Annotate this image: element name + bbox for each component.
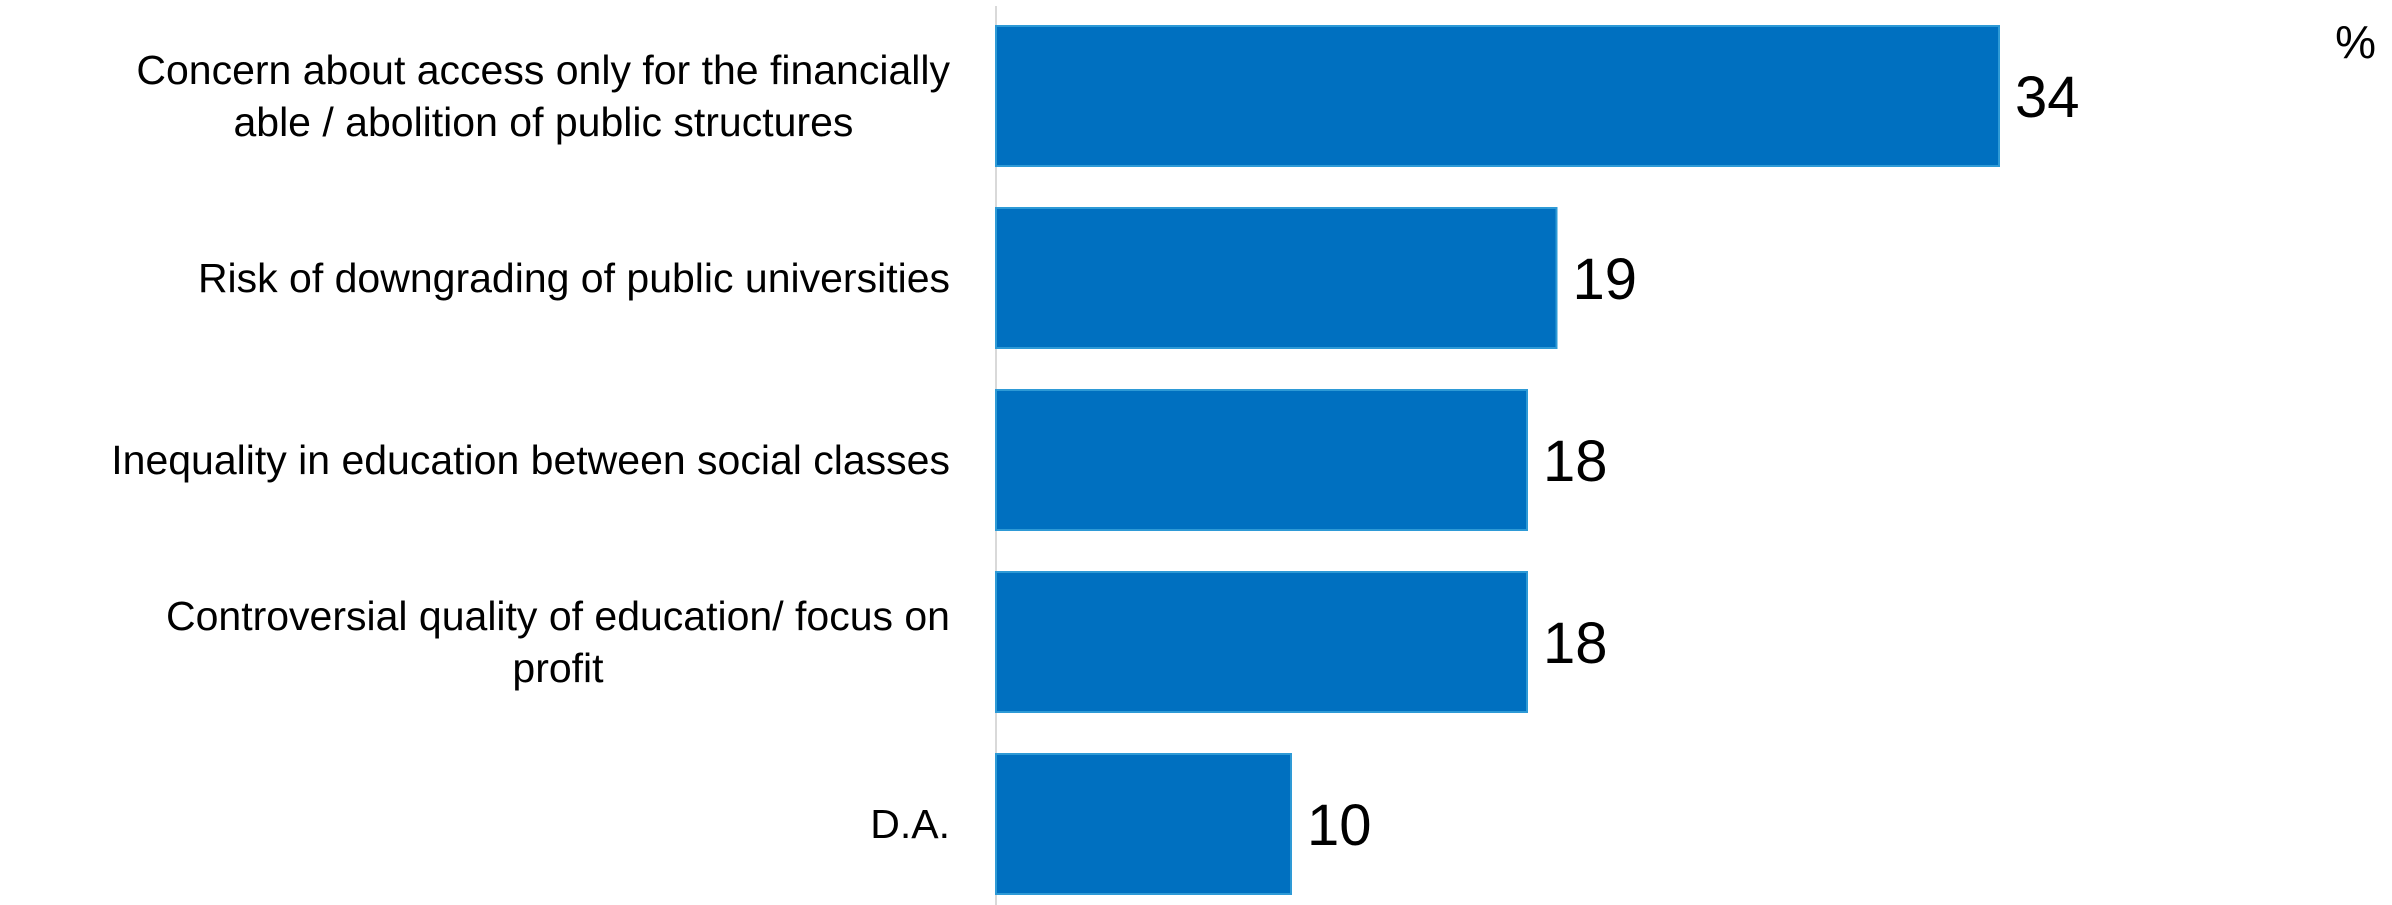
bar	[995, 25, 2000, 167]
bar	[995, 389, 1528, 531]
data-label: 18	[1543, 611, 1608, 676]
category-label: able / abolition of public structures	[233, 99, 853, 145]
bar	[995, 207, 1558, 349]
category-label: Concern about access only for the financ…	[136, 47, 950, 93]
category-label: profit	[512, 645, 604, 691]
data-label: 19	[1573, 247, 1638, 312]
data-label: 10	[1307, 793, 1372, 858]
data-label: 34	[2015, 65, 2080, 130]
category-label: Controversial quality of education/ focu…	[166, 593, 950, 639]
category-label: D.A.	[870, 801, 950, 847]
unit-label: %	[2335, 16, 2376, 68]
bars-group: 34 Concern about access only for the fina…	[111, 25, 2080, 895]
data-label: 18	[1543, 429, 1608, 494]
bar	[995, 571, 1528, 713]
bar	[995, 753, 1292, 895]
category-label: Inequality in education between social c…	[111, 437, 950, 483]
category-label: Risk of downgrading of public universiti…	[198, 255, 950, 301]
